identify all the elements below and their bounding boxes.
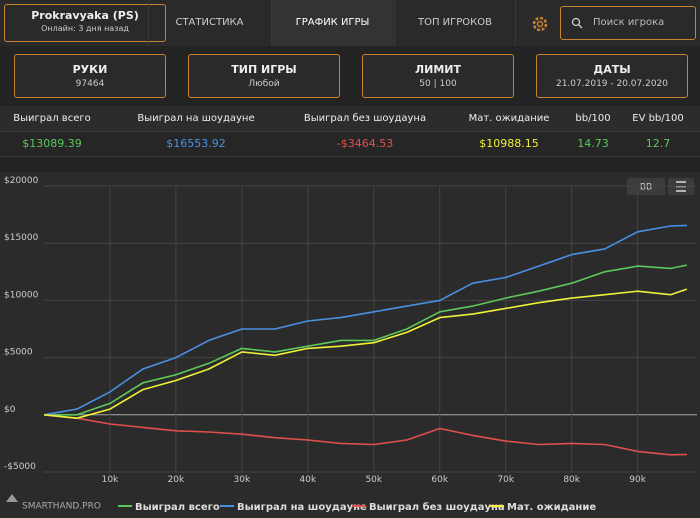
series-line [43,288,688,419]
stats-header: EV bb/100 [632,113,684,124]
y-tick-label: $0 [4,405,16,415]
filter-box[interactable]: ТИП ИГРЫ Любой [188,54,340,98]
legend-label: Выиграл всего [135,502,220,513]
player-box[interactable]: Prokravyaka (PS) Онлайн: 3 дня назад [4,4,166,42]
filter-label: ТИП ИГРЫ [231,63,297,76]
filter-value: 97464 [75,79,105,89]
series-line [43,414,687,456]
filter-value: 50 | 100 [419,79,457,89]
series-line [43,224,687,416]
gear [532,16,548,32]
x-tick-label: 40k [300,475,317,485]
x-tick-label: 80k [563,475,580,485]
stats-value: -$3464.53 [336,137,394,150]
y-tick-label: $10000 [4,290,39,300]
x-tick-label: 60k [431,475,448,485]
x-tick-label: 70k [497,475,514,485]
series-line [44,264,688,416]
filter-value: Любой [248,79,280,89]
stats-value: $10988.15 [479,137,539,150]
filter-box[interactable]: РУКИ 97464 [14,54,166,98]
bb-button-label: BB [640,183,652,193]
chart: BB SMARTHAND.PRO -$5000 $0 $5000 $10000 $150… [0,172,700,518]
tab[interactable]: ТОП ИГРОКОВ [394,0,516,46]
player-name: Prokravyaka (PS) [31,9,139,22]
x-tick-label: 90k [629,475,646,485]
stats-header: Выиграл без шоудауна [303,113,427,124]
filter-label: ЛИМИТ [415,63,461,76]
stats-value: $16553.92 [166,137,226,150]
x-tick-label: 30k [234,475,251,485]
stats-header: bb/100 [575,113,611,124]
legend-label: Выиграл на шоудауне [237,502,367,513]
stats-header: Мат. ожидание [468,113,550,124]
y-tick-label: -$5000 [4,462,36,472]
y-tick-label: $15000 [4,233,39,243]
filter-label: ДАТЫ [593,63,631,76]
tab[interactable]: СТАТИСТИКА [148,0,270,46]
stats-header-row [0,106,700,131]
watermark: SMARTHAND.PRO [22,502,101,512]
search-input[interactable]: Поиск игрока [560,6,696,40]
x-tick-label: 10k [102,475,119,485]
stats-value: 12.7 [645,137,671,150]
y-tick-label: $20000 [4,176,39,186]
stats-header: Выиграл всего [13,113,91,124]
stats-header: Выиграл на шоудауне [137,113,255,124]
filter-value: 21.07.2019 - 20.07.2020 [555,79,669,89]
watermark-icon [6,494,18,502]
player-status: Онлайн: 3 дня назад [41,24,129,33]
search-icon [571,17,583,29]
search-placeholder: Поиск игрока [593,17,665,28]
stats-value: $13089.39 [22,137,82,150]
legend-label: Выиграл без шоудауна [369,501,505,513]
x-tick-label: 20k [168,475,185,485]
filter-box[interactable]: ЛИМИТ 50 | 100 [362,54,514,98]
filter-label: РУКИ [72,63,108,76]
gear-hub [536,20,544,28]
filter-box[interactable]: ДАТЫ 21.07.2019 - 20.07.2020 [536,54,688,98]
settings-icon[interactable] [531,15,549,33]
y-tick-label: $5000 [4,348,33,358]
tab[interactable]: ГРАФИК ИГРЫ [271,0,393,46]
stats-value: 14.73 [577,137,609,150]
stats-value-row [0,131,700,157]
legend-label: Мат. ожидание [507,502,596,513]
x-tick-label: 50k [365,475,382,485]
